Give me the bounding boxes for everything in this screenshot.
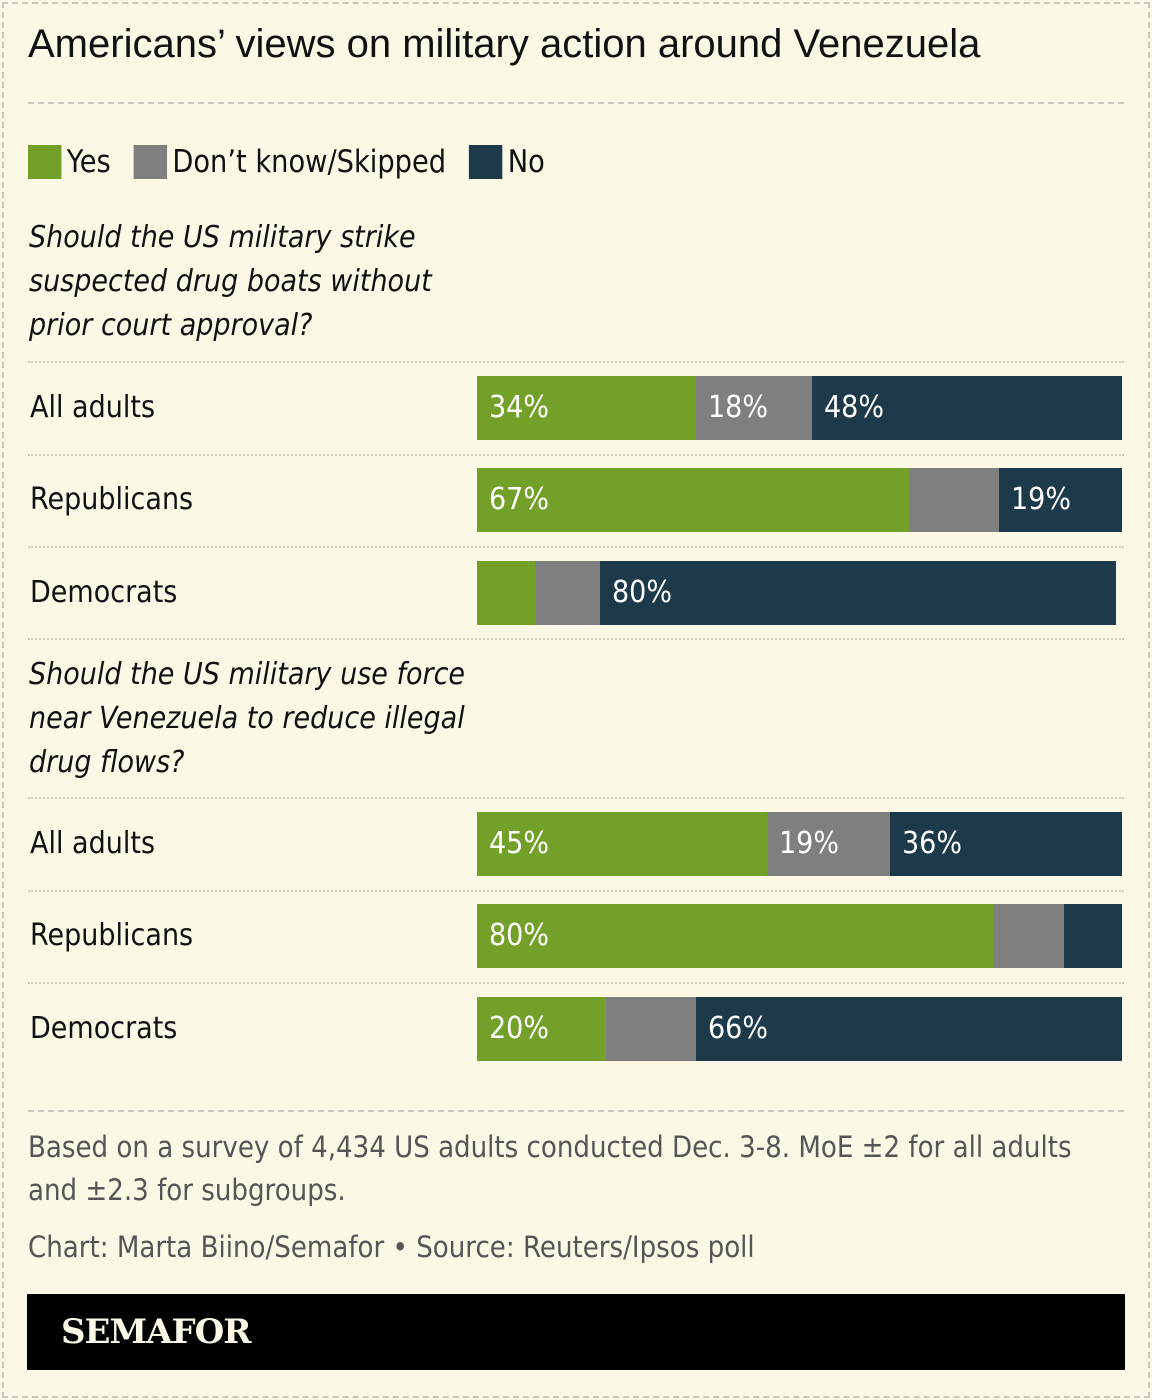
data-label: 80% (489, 918, 550, 953)
row-label: Republicans (30, 482, 194, 517)
legend: Yes Don’t know/Skipped No (28, 144, 568, 180)
data-label: 80% (611, 575, 672, 610)
stacked-bar: 45% 19% 36% (477, 812, 1122, 876)
bar-segment-dont-know (993, 904, 1064, 968)
bar-segment-no: 36% (889, 812, 1122, 876)
data-label: 34% (489, 390, 550, 425)
bar-segment-dont-know: 18% (696, 376, 813, 440)
data-label: 66% (708, 1011, 769, 1046)
bar-segment-no (1063, 904, 1122, 968)
row-separator (28, 890, 1124, 892)
bar-segment-yes: 80% (477, 904, 993, 968)
row-separator (28, 982, 1124, 984)
data-label: 36% (901, 826, 962, 861)
bar-segment-yes: 67% (477, 468, 910, 532)
row-label: Republicans (30, 918, 194, 953)
legend-item-yes: Yes (28, 144, 111, 180)
bar-segment-yes: 20% (477, 997, 606, 1061)
legend-label: Don’t know/Skipped (172, 144, 447, 180)
divider (28, 102, 1124, 104)
data-label: 19% (1011, 482, 1072, 517)
legend-item-dont-know: Don’t know/Skipped (133, 144, 447, 180)
brand-bar: SEMAFOR (27, 1294, 1125, 1370)
bar-segment-no: 80% (599, 561, 1116, 625)
question-2: Should the US military use force near Ve… (29, 657, 466, 780)
legend-label: No (507, 144, 545, 180)
footnote: Based on a survey of 4,434 US adults con… (28, 1130, 1072, 1207)
row-separator (28, 361, 1124, 363)
row-label: All adults (30, 826, 156, 861)
row-separator (28, 546, 1124, 548)
bar-segment-dont-know: 19% (767, 812, 890, 876)
bar-segment-yes: 34% (477, 376, 697, 440)
bar-segment-no: 19% (999, 468, 1122, 532)
row-label: Democrats (30, 575, 178, 610)
bar-segment-dont-know (909, 468, 1000, 532)
data-label: 19% (779, 826, 840, 861)
legend-swatch (468, 145, 503, 179)
chart-title: Americans’ views on military action arou… (28, 22, 981, 66)
legend-swatch (133, 145, 168, 179)
bar-segment-yes: 45% (477, 812, 768, 876)
row-label: All adults (30, 390, 156, 425)
row-separator (28, 638, 1124, 640)
bar-segment-no: 66% (696, 997, 1122, 1061)
legend-label: Yes (66, 144, 111, 180)
data-label: 67% (489, 482, 550, 517)
credit: Chart: Marta Biino/Semafor • Source: Reu… (28, 1230, 755, 1264)
stacked-bar: 67% 19% (477, 468, 1122, 532)
data-label: 18% (708, 390, 769, 425)
divider (28, 1110, 1124, 1112)
stacked-bar: 20% 66% (477, 997, 1122, 1061)
question-1: Should the US military strike suspected … (29, 220, 432, 343)
semafor-logo: SEMAFOR (61, 1312, 251, 1352)
stacked-bar: 80% (477, 561, 1122, 625)
stacked-bar: 80% (477, 904, 1122, 968)
legend-item-no: No (468, 144, 545, 180)
data-label: 20% (489, 1011, 550, 1046)
bar-segment-yes (477, 561, 536, 625)
bar-segment-dont-know (606, 997, 697, 1061)
row-separator (28, 797, 1124, 799)
legend-swatch (28, 145, 62, 179)
row-label: Democrats (30, 1011, 178, 1046)
data-label: 45% (489, 826, 550, 861)
bar-segment-no: 48% (812, 376, 1122, 440)
data-label: 48% (824, 390, 885, 425)
row-separator (28, 454, 1124, 456)
stacked-bar: 34% 18% 48% (477, 376, 1122, 440)
bar-segment-dont-know (535, 561, 600, 625)
